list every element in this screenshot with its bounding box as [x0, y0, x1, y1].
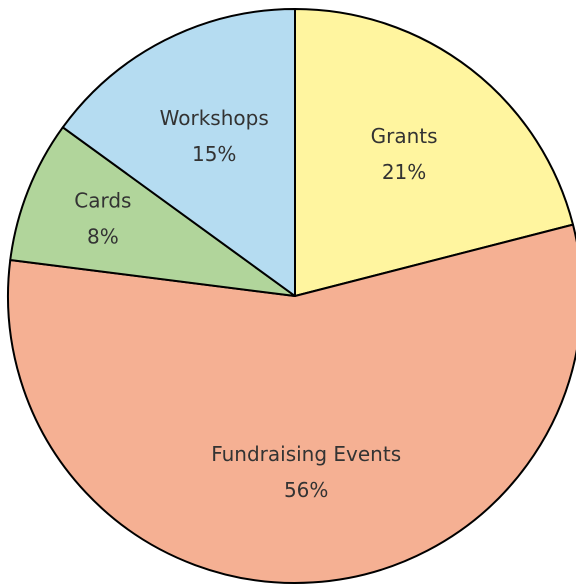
- slice-value-label: 56%: [284, 478, 328, 502]
- slice-value-label: 21%: [382, 160, 426, 184]
- pie-slice: [294, 8, 574, 297]
- slice-value-label: 15%: [192, 142, 236, 166]
- pie-slice: [61, 8, 296, 297]
- slice-label: Fundraising Events: [211, 442, 401, 466]
- slice-label: Workshops: [160, 106, 269, 130]
- pie-slice: [9, 126, 296, 297]
- pie-slice: [7, 223, 576, 584]
- slice-label: Grants: [371, 124, 438, 148]
- slice-label: Cards: [74, 188, 131, 212]
- slice-value-label: 8%: [87, 224, 119, 248]
